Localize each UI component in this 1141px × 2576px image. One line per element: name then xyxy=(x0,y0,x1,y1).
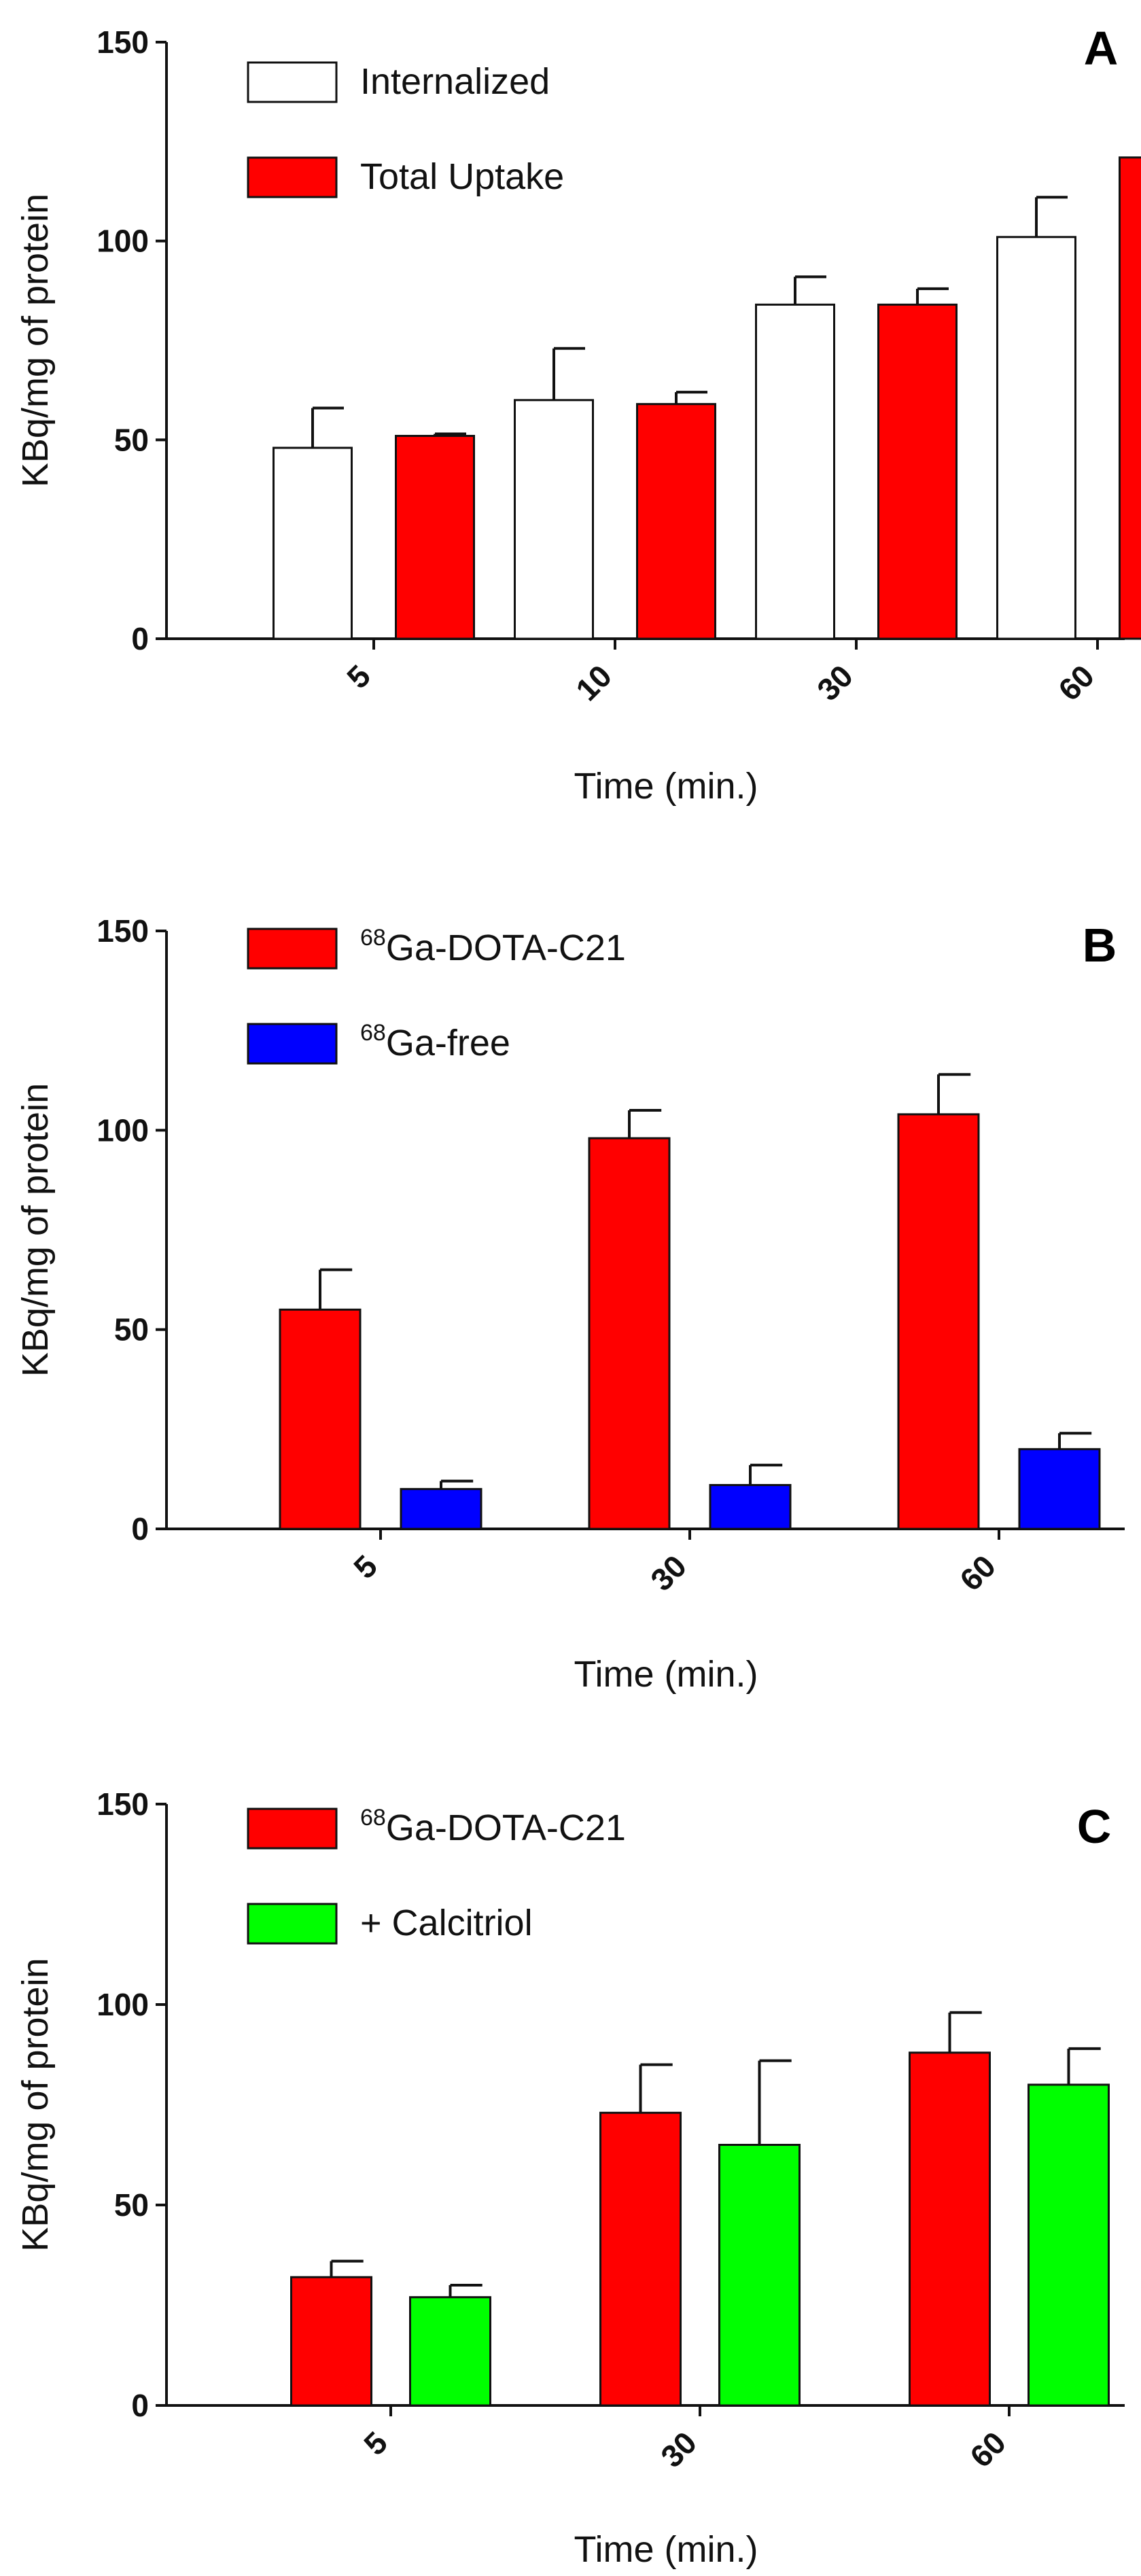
legend-swatch xyxy=(247,928,338,970)
x-tick-label: 30 xyxy=(654,2424,703,2474)
bar xyxy=(877,303,958,640)
y-tick-label: 50 xyxy=(114,1312,149,1347)
bar xyxy=(755,303,835,640)
bar xyxy=(588,1137,671,1530)
bar xyxy=(909,2051,991,2407)
x-tick-label: 30 xyxy=(810,658,860,707)
x-tick-label: 5 xyxy=(347,1548,384,1585)
bar xyxy=(290,2276,372,2407)
bar xyxy=(1018,1448,1101,1530)
bar xyxy=(718,2144,801,2407)
bar xyxy=(409,2296,491,2407)
bar xyxy=(514,399,594,640)
bar xyxy=(709,1483,792,1530)
legend-label: Internalized xyxy=(360,61,550,102)
y-tick-label: 0 xyxy=(131,2388,149,2423)
x-tick-label: 60 xyxy=(1051,658,1101,707)
y-tick-label: 0 xyxy=(131,621,149,656)
y-tick-label: 50 xyxy=(114,2187,149,2223)
legend-label: 68Ga-DOTA-C21 xyxy=(360,1805,626,1848)
panel-c-chart: 0 50 100 150 KBq/mg of protein 5 30 60 Time (min… xyxy=(15,1786,1125,2570)
x-tick-label: 30 xyxy=(644,1548,693,1598)
x-tick-label: 5 xyxy=(357,2424,394,2462)
y-tick-label: 100 xyxy=(96,1112,149,1148)
bar xyxy=(636,403,716,640)
y-tick-label: 150 xyxy=(96,1786,149,1822)
y-axis-title: KBq/mg of protein xyxy=(15,1083,56,1377)
bar xyxy=(1028,2083,1110,2407)
panel-b-chart: 0 50 100 150 KBq/mg of protein 5 30 60 Time (min… xyxy=(15,913,1125,1695)
x-tick-label: 60 xyxy=(953,1548,1002,1598)
bar xyxy=(1119,156,1141,640)
x-axis-title: Time (min.) xyxy=(574,2529,758,2570)
y-axis-title: KBq/mg of protein xyxy=(15,194,56,487)
x-axis-title: Time (min.) xyxy=(574,766,758,807)
legend-label: Total Uptake xyxy=(360,156,564,197)
y-axis-title: KBq/mg of protein xyxy=(15,1958,56,2251)
y-tick-label: 50 xyxy=(114,422,149,457)
legend-swatch xyxy=(247,61,338,103)
legend-swatch xyxy=(247,1023,338,1065)
panel-letter: B xyxy=(1083,919,1117,972)
legend-swatch xyxy=(247,1903,338,1945)
bar xyxy=(996,236,1076,640)
x-tick-label: 5 xyxy=(340,658,377,695)
y-tick-label: 0 xyxy=(131,1511,149,1547)
bar xyxy=(599,2111,682,2407)
panel-letter: A xyxy=(1084,22,1119,75)
x-axis-title: Time (min.) xyxy=(574,1654,758,1695)
y-tick-label: 150 xyxy=(96,913,149,949)
legend-swatch xyxy=(247,1807,338,1850)
panel-letter: C xyxy=(1077,1800,1112,1853)
bar xyxy=(897,1113,980,1530)
panel-a-chart: 0 50 100 150 KBq/mg of protein 5 10 30 60 Time (m… xyxy=(15,22,1141,807)
x-tick-label: 10 xyxy=(569,658,618,707)
y-tick-label: 100 xyxy=(96,224,149,259)
bar xyxy=(279,1308,362,1530)
y-tick-label: 150 xyxy=(96,24,149,60)
legend-swatch xyxy=(247,156,338,198)
legend-label: 68Ga-free xyxy=(360,1020,510,1063)
x-tick-label: 60 xyxy=(963,2424,1013,2474)
y-tick-label: 100 xyxy=(96,1987,149,2022)
legend-label: + Calcitriol xyxy=(360,1903,533,1943)
bar xyxy=(400,1487,482,1530)
bar xyxy=(273,446,353,640)
bar xyxy=(395,434,475,640)
legend-label: 68Ga-DOTA-C21 xyxy=(360,925,626,968)
